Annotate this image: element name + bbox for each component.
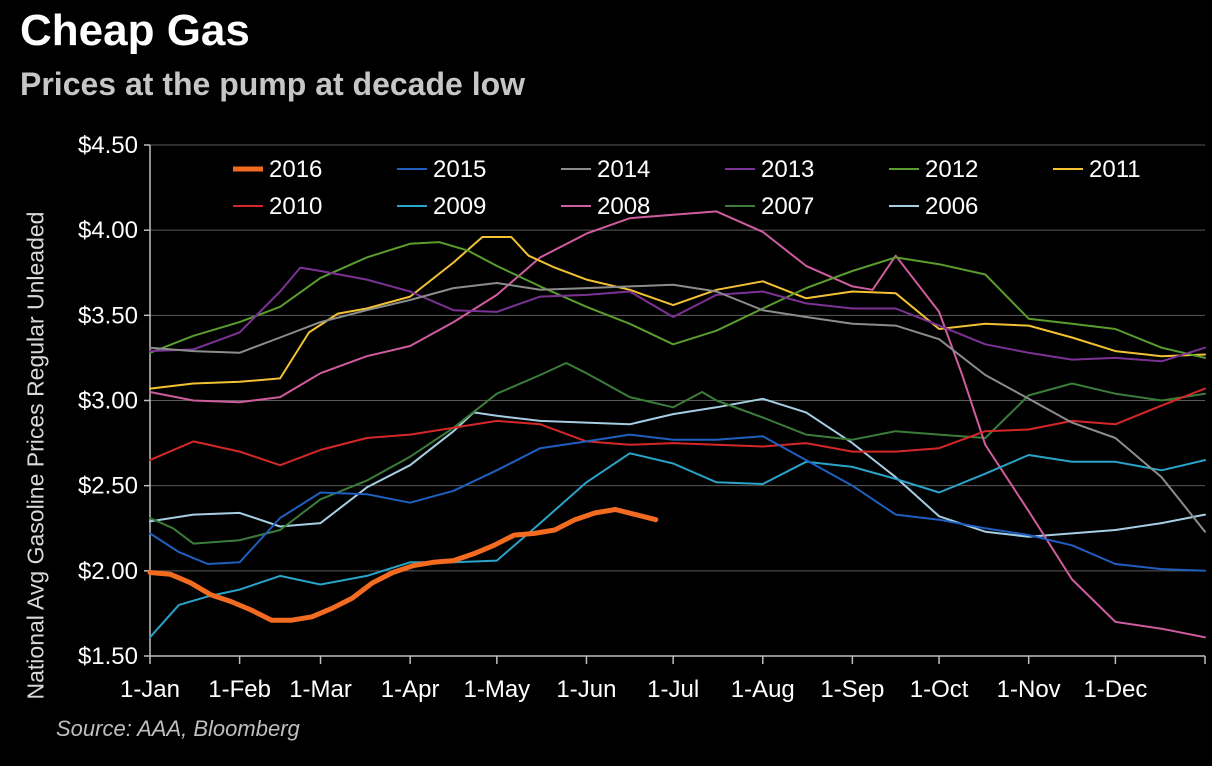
- series-line-2012: [149, 241, 1206, 359]
- x-tick-label: 1-May: [464, 676, 531, 703]
- series-line-2013: [149, 266, 1206, 363]
- series-line-2009: [149, 452, 1206, 639]
- x-tick-label: 1-Dec: [1083, 676, 1147, 703]
- x-tick-label: 1-Sep: [820, 676, 884, 703]
- legend-label-2013: 2013: [761, 156, 814, 183]
- y-tick-label: $2.00: [78, 558, 138, 585]
- x-tick-label: 1-Jul: [647, 676, 699, 703]
- legend-label-2016: 2016: [269, 156, 322, 183]
- series-line-2011: [149, 236, 1206, 390]
- series-line-2015: [149, 433, 1206, 572]
- legend-label-2008: 2008: [597, 193, 650, 220]
- y-tick-label: $4.00: [78, 217, 138, 244]
- y-tick-label: $4.50: [78, 132, 138, 159]
- axes: $1.50 $2.00 $2.50 $3.00 $3.50 $4.00 $4.50 1-Jan…: [78, 132, 1206, 703]
- y-tick-label: $3.00: [78, 388, 138, 415]
- series-line-2010: [149, 387, 1206, 467]
- x-tick-label: 1-Jun: [556, 676, 616, 703]
- x-tick-label: 1-Mar: [289, 676, 352, 703]
- legend-label-2009: 2009: [433, 193, 486, 220]
- y-tick-label: $2.50: [78, 473, 138, 500]
- x-tick-label: 1-Nov: [997, 676, 1061, 703]
- chart-subtitle: Prices at the pump at decade low: [20, 66, 526, 102]
- series-line-2008: [149, 210, 1206, 639]
- legend-label-2006: 2006: [925, 193, 978, 220]
- legend-label-2007: 2007: [761, 193, 814, 220]
- legend-label-2014: 2014: [597, 156, 650, 183]
- chart-title: Cheap Gas: [20, 6, 250, 55]
- series-line-2016: [147, 507, 659, 623]
- x-tick-label: 1-Jan: [120, 676, 180, 703]
- legend-label-2015: 2015: [433, 156, 486, 183]
- legend-label-2010: 2010: [269, 193, 322, 220]
- source-note: Source: AAA, Bloomberg: [56, 716, 300, 741]
- x-tick-label: 1-Apr: [381, 676, 440, 703]
- x-tick-label: 1-Oct: [910, 676, 969, 703]
- x-tick-label: 1-Aug: [731, 676, 795, 703]
- y-tick-label: $1.50: [78, 643, 138, 670]
- legend-label-2011: 2011: [1089, 156, 1141, 183]
- legend-label-2012: 2012: [925, 156, 978, 183]
- series-line-2014: [149, 282, 1206, 533]
- y-tick-label: $3.50: [78, 302, 138, 329]
- series-line-2007: [149, 362, 1206, 545]
- legend: 2016 2015 2014 2013 2012 2011 2010 2009 2008 2007…: [233, 156, 1141, 220]
- x-tick-label: 1-Feb: [208, 676, 271, 703]
- series-line-2006: [149, 397, 1206, 538]
- series-lines: [147, 210, 1206, 639]
